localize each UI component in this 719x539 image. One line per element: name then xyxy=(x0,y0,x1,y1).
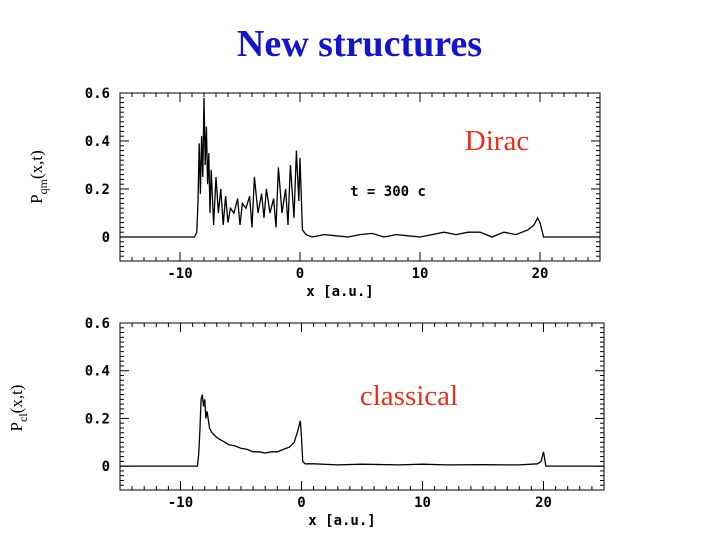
x-tick-label: 0 xyxy=(297,495,305,511)
y-tick-label: 0.4 xyxy=(85,364,110,380)
y-tick-label: 0.6 xyxy=(85,316,110,332)
series-line xyxy=(120,394,604,467)
x-tick-label: 0 xyxy=(296,266,304,282)
series-label: classical xyxy=(360,380,458,412)
x-tick-label: 10 xyxy=(412,266,429,282)
y-tick-label: 0.2 xyxy=(85,411,110,427)
y-axis-title: Pcl(x,t) xyxy=(7,385,30,432)
x-tick-label: 20 xyxy=(532,266,549,282)
dirac-panel: -10 0 10 20 0 0.2 0.4 0.6 x [a.u.] Pqm(x,t) Dirac t… xyxy=(27,86,601,300)
time-annotation: t = 300 c xyxy=(350,184,426,200)
x-tick-label: 10 xyxy=(414,495,431,511)
y-tick-label: 0 xyxy=(102,459,110,475)
y-axis-title: Pqm(x,t) xyxy=(27,150,50,204)
x-tick-label: -10 xyxy=(168,495,193,511)
series-label: Dirac xyxy=(465,125,529,157)
x-axis-title: x [a.u.] xyxy=(306,284,373,300)
x-tick-label: -10 xyxy=(167,266,192,282)
classical-panel: -10 0 10 20 0 0.2 0.4 0.6 x [a.u.] Pcl(x,t) classi… xyxy=(7,316,605,529)
y-tick-label: 0.6 xyxy=(85,86,110,102)
x-axis-title: x [a.u.] xyxy=(308,513,375,529)
slide-title: New structures xyxy=(236,23,483,65)
y-tick-label: 0.4 xyxy=(85,134,110,150)
plot-frame xyxy=(119,92,601,262)
series-line xyxy=(120,97,600,238)
x-tick-label: 20 xyxy=(535,495,552,511)
y-tick-label: 0.2 xyxy=(85,182,110,198)
y-tick-label: 0 xyxy=(102,230,110,246)
